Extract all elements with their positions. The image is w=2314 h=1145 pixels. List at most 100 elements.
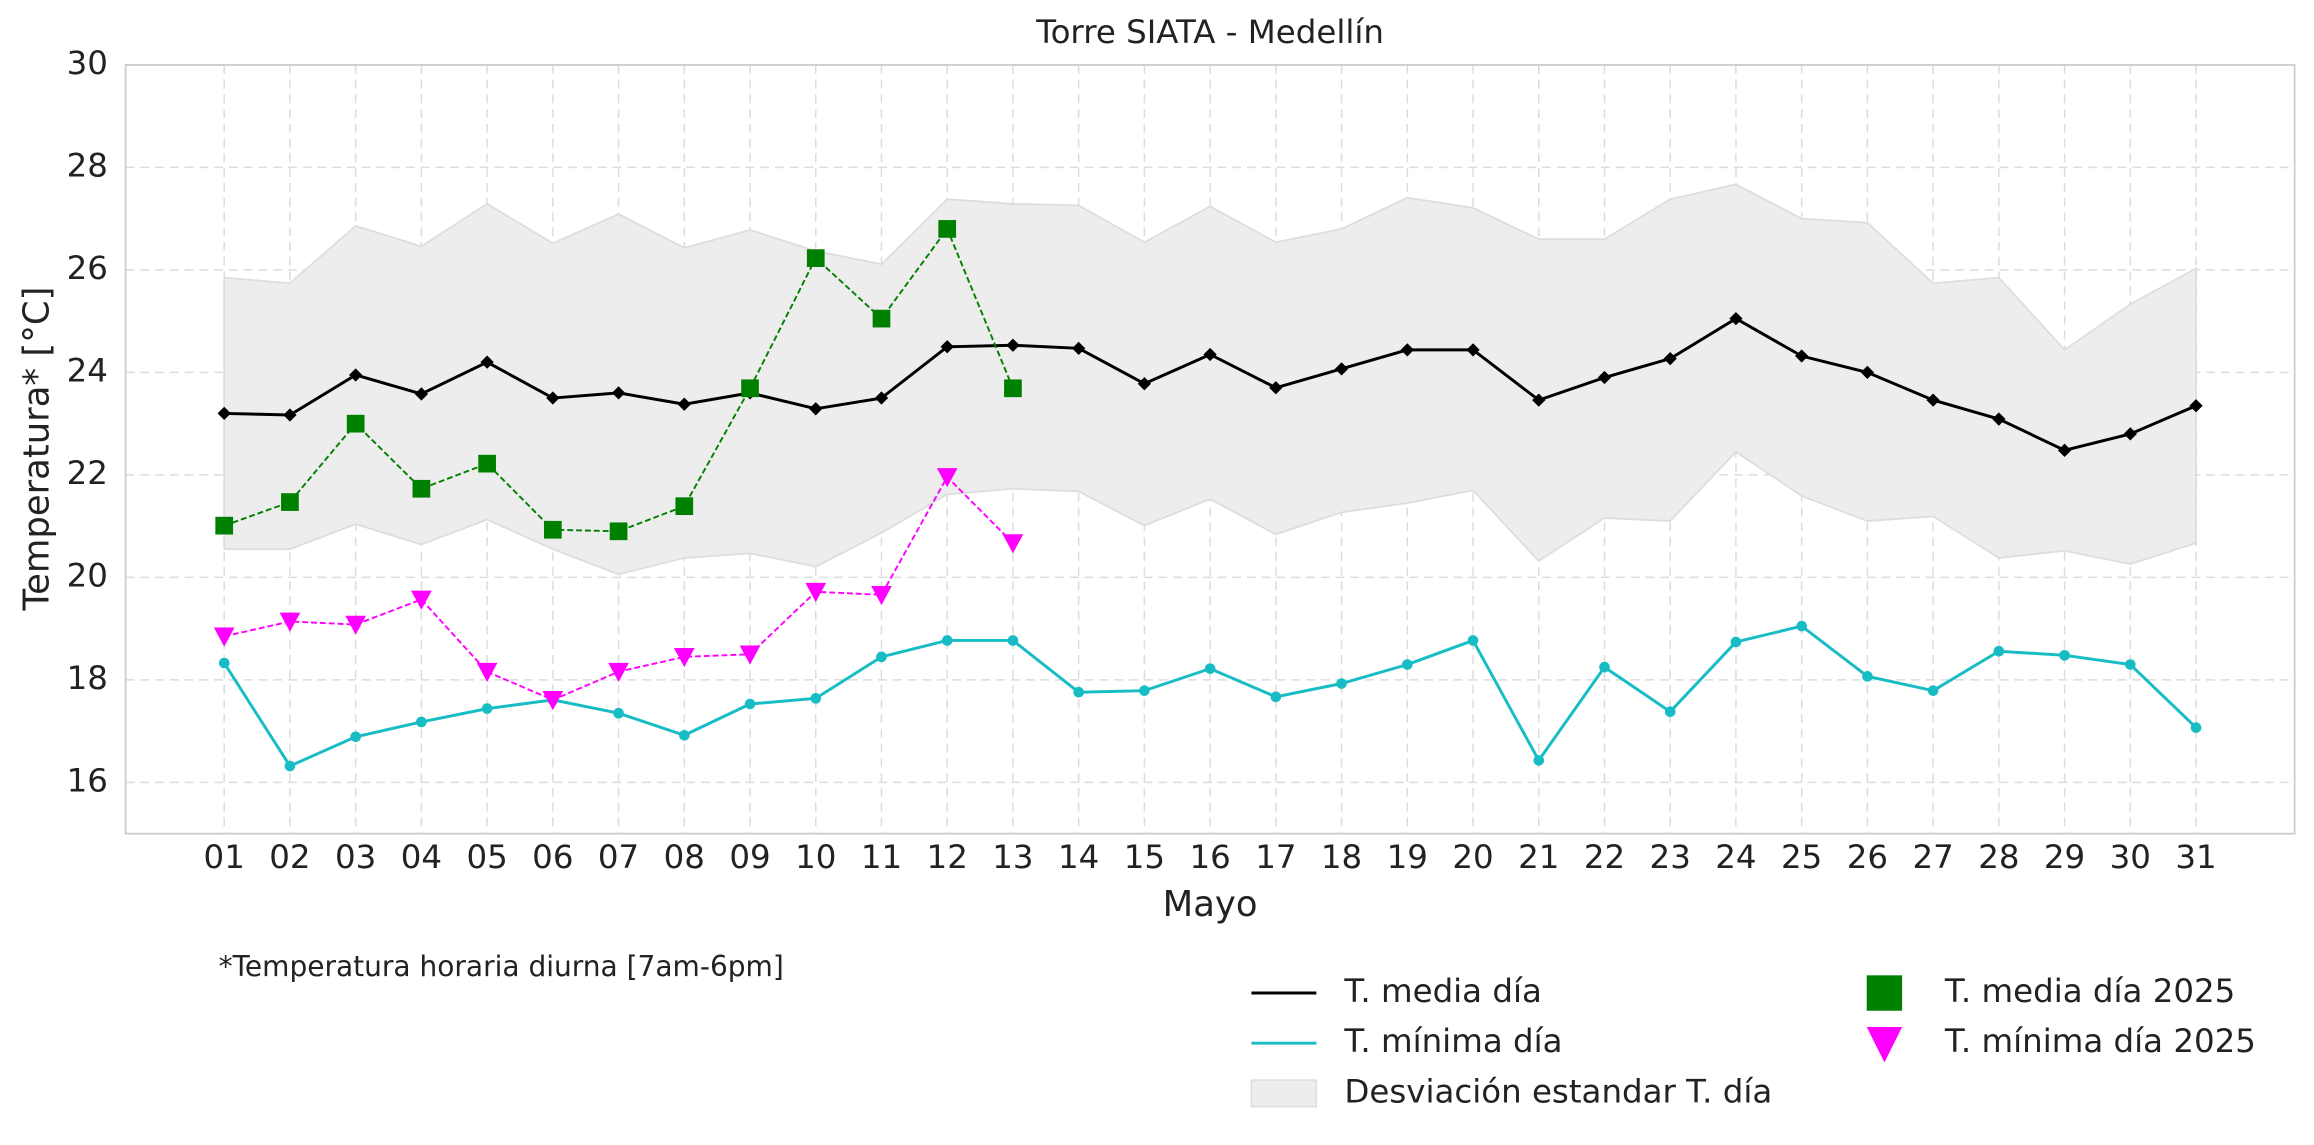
x-tick-label: 21 (1518, 838, 1559, 876)
point (1926, 393, 1940, 407)
point (1730, 636, 1742, 648)
point (1927, 685, 1939, 696)
point (1466, 343, 1480, 357)
x-tick-label: 09 (729, 838, 770, 876)
x-tick-label: 28 (1978, 838, 2019, 876)
point (346, 414, 365, 433)
y-tick-label: 30 (67, 44, 108, 82)
x-tick-label: 22 (1584, 838, 1625, 876)
x-tick-label: 31 (2175, 838, 2216, 876)
point (414, 387, 429, 401)
y-tick-label: 28 (67, 146, 108, 184)
x-tick-label: 25 (1781, 838, 1822, 876)
legend-swatch (1866, 1026, 1903, 1063)
annotation: *Temperatura horaria diurna [7am-6pm] (219, 950, 784, 983)
legend-label: T. media día 2025 (1944, 972, 2235, 1010)
point (741, 379, 759, 398)
x-tick-label: 01 (204, 838, 245, 876)
point (2123, 427, 2137, 441)
point (809, 402, 823, 416)
point (609, 522, 628, 541)
x-tick-label: 24 (1715, 838, 1756, 876)
x-tick-label: 08 (664, 838, 705, 876)
point (1269, 381, 1283, 395)
point (1796, 620, 1807, 632)
point (1467, 635, 1479, 646)
point (217, 406, 231, 421)
point (611, 386, 626, 400)
point (940, 340, 954, 354)
x-tick-label: 12 (927, 838, 968, 876)
point (1007, 635, 1019, 646)
point (1532, 393, 1546, 407)
point (673, 648, 695, 668)
point (876, 651, 887, 663)
point (677, 397, 691, 411)
point (2189, 399, 2203, 413)
point (1204, 663, 1216, 674)
point (810, 693, 822, 704)
point (542, 691, 564, 711)
y-tick-label: 26 (67, 249, 108, 287)
point (806, 249, 825, 267)
point (546, 391, 560, 405)
point (874, 391, 889, 405)
y-tick-label: 24 (67, 351, 108, 389)
point (416, 716, 427, 728)
point (872, 309, 891, 328)
x-tick-label: 11 (861, 838, 902, 876)
point (871, 585, 892, 606)
point (1073, 686, 1084, 698)
y-axis-label: Temperatura* [°C] (17, 287, 58, 612)
point (478, 454, 496, 473)
x-tick-label: 30 (2110, 838, 2151, 876)
x-tick-label: 19 (1387, 838, 1428, 876)
point (1401, 659, 1413, 670)
point (1336, 678, 1347, 689)
x-tick-label: 20 (1452, 838, 1493, 876)
point (938, 220, 957, 238)
point (2124, 659, 2136, 670)
point (1137, 377, 1152, 391)
point (1203, 347, 1217, 362)
point (215, 516, 234, 535)
point (739, 645, 761, 665)
legend-swatch (1250, 1079, 1318, 1108)
point (1993, 645, 2005, 657)
point (744, 698, 756, 710)
x-tick-label: 05 (466, 838, 507, 876)
x-tick-label: 03 (335, 838, 376, 876)
point (1597, 370, 1612, 385)
point (412, 479, 431, 498)
x-axis-label: Mayo (1163, 884, 1258, 925)
point (1139, 685, 1150, 696)
point (1002, 534, 1024, 554)
plot-frame (124, 64, 2296, 835)
point (279, 612, 301, 632)
point (936, 468, 958, 488)
point (1400, 343, 1414, 357)
point (543, 520, 562, 539)
point (1860, 365, 1875, 380)
x-tick-label: 07 (598, 838, 639, 876)
legend-label: T. mínima día 2025 (1944, 1022, 2256, 1060)
point (608, 662, 629, 683)
x-tick-label: 23 (1650, 838, 1691, 876)
x-tick-label: 13 (992, 838, 1033, 876)
point (281, 493, 299, 511)
point (480, 355, 494, 369)
point (2059, 650, 2070, 661)
point (481, 703, 493, 714)
point (1795, 349, 1809, 363)
y-tick-label: 20 (67, 556, 108, 594)
point (2057, 443, 2072, 457)
point (1729, 311, 1743, 326)
x-tick-label: 10 (795, 838, 836, 876)
point (2190, 722, 2202, 733)
point (350, 731, 361, 743)
point (678, 729, 690, 741)
x-tick-label: 06 (532, 838, 573, 876)
y-tick-label: 16 (67, 761, 108, 799)
